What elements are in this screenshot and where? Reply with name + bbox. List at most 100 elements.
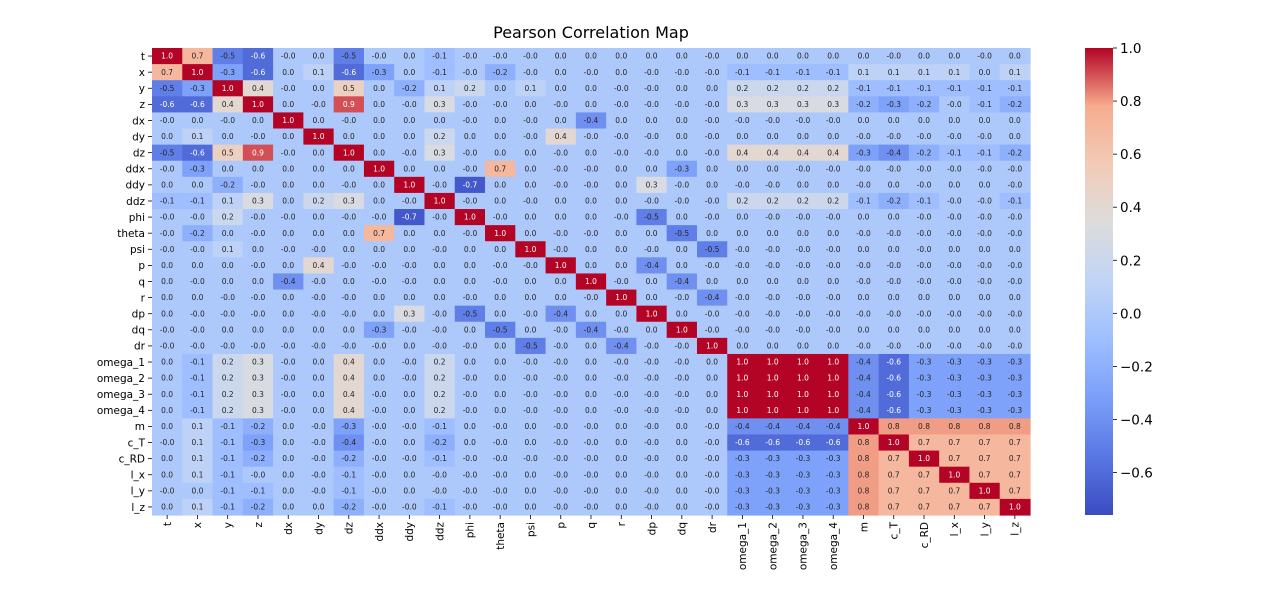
heatmap-cell <box>818 466 849 484</box>
heatmap-cell <box>727 144 759 162</box>
heatmap-cell <box>666 48 698 65</box>
cell-annotation: 1.0 <box>343 148 355 157</box>
heatmap-cell <box>454 80 486 97</box>
heatmap-cell <box>273 353 304 371</box>
heatmap-cell <box>818 257 849 275</box>
heatmap-cell <box>908 128 940 146</box>
chart-title: Pearson Correlation Map <box>493 23 689 42</box>
cell-annotation: -0.6 <box>251 52 266 61</box>
heatmap-cell <box>696 450 728 468</box>
x-tick-label: dx <box>283 522 295 535</box>
cell-annotation: -0.0 <box>251 470 266 479</box>
heatmap-cell <box>363 257 395 275</box>
cell-annotation: 0.0 <box>494 148 506 157</box>
cell-annotation: 0.0 <box>524 277 536 286</box>
heatmap-cell <box>939 418 971 436</box>
heatmap-cell <box>152 305 183 323</box>
y-tick-label: m <box>135 421 145 433</box>
cell-annotation: 0.3 <box>827 100 839 109</box>
heatmap-cell <box>152 144 183 162</box>
cell-annotation: 0.7 <box>1009 454 1021 463</box>
cell-annotation: 0.0 <box>161 422 173 431</box>
heatmap-cell <box>424 386 456 403</box>
cell-annotation: -0.0 <box>1008 229 1023 238</box>
cell-annotation: -0.0 <box>311 486 326 495</box>
cell-annotation: -0.0 <box>675 180 690 189</box>
heatmap-cell <box>242 128 274 146</box>
heatmap-cell <box>908 321 940 339</box>
heatmap-cell <box>575 225 607 242</box>
cell-annotation: -0.0 <box>1008 277 1023 286</box>
heatmap-cell <box>939 370 971 387</box>
cell-annotation: 0.8 <box>979 422 991 431</box>
cell-annotation: -0.0 <box>402 100 417 109</box>
heatmap-cell <box>787 466 819 484</box>
cell-annotation: 1.0 <box>736 390 748 399</box>
heatmap-cell <box>636 273 668 291</box>
cell-annotation: -0.4 <box>735 422 750 431</box>
heatmap-cell <box>787 353 819 371</box>
heatmap-cell <box>242 321 274 339</box>
heatmap-cell <box>333 337 365 355</box>
cell-annotation: -0.0 <box>281 406 296 415</box>
heatmap-cell <box>787 482 819 500</box>
heatmap-cell <box>273 273 304 291</box>
y-tick-label: x <box>139 67 145 79</box>
heatmap-cell <box>545 96 577 114</box>
cell-annotation: 0.4 <box>343 406 355 415</box>
heatmap-cell <box>152 209 183 226</box>
heatmap-cell <box>908 225 940 242</box>
heatmap-cell <box>333 498 365 516</box>
cell-annotation: -0.1 <box>735 68 750 77</box>
heatmap-cell <box>999 96 1031 114</box>
cell-annotation: 0.5 <box>222 148 234 157</box>
cell-annotation: 0.0 <box>161 503 173 512</box>
heatmap-cell <box>757 434 789 452</box>
cell-annotation: -0.2 <box>251 422 266 431</box>
heatmap-cell <box>606 209 638 226</box>
cell-annotation: -0.4 <box>341 438 356 447</box>
cell-annotation: -0.4 <box>765 422 780 431</box>
heatmap-cell <box>818 370 849 387</box>
heatmap-cell <box>848 273 880 291</box>
heatmap-cell <box>575 64 607 81</box>
x-tick-label: dr <box>707 521 719 533</box>
heatmap-cell <box>485 160 516 178</box>
heatmap-cell <box>818 305 849 323</box>
heatmap-cell <box>696 112 728 130</box>
cell-annotation: 0.0 <box>676 84 688 93</box>
heatmap-cell <box>939 498 971 516</box>
heatmap-cell <box>666 64 698 81</box>
cell-annotation: 0.0 <box>646 116 658 125</box>
cell-annotation: 1.0 <box>434 197 446 206</box>
heatmap-cell <box>606 80 638 97</box>
cell-annotation: -0.0 <box>886 132 901 141</box>
cell-annotation: 1.0 <box>797 374 809 383</box>
heatmap-cell <box>939 402 971 419</box>
cell-annotation: -0.1 <box>1008 84 1023 93</box>
heatmap-cell <box>363 482 395 500</box>
cell-annotation: 0.0 <box>282 438 294 447</box>
heatmap-cell <box>424 80 456 97</box>
cell-annotation: 0.0 <box>585 309 597 318</box>
heatmap-cell <box>242 289 274 307</box>
cell-annotation: 0.1 <box>858 68 870 77</box>
cell-annotation: 0.0 <box>282 309 294 318</box>
heatmap-cell <box>636 144 668 162</box>
cell-annotation: -0.3 <box>1008 390 1023 399</box>
y-tick-label: c_RD <box>119 453 145 465</box>
cell-annotation: -0.0 <box>856 309 871 318</box>
heatmap-cell <box>636 209 668 226</box>
heatmap-cell <box>212 64 244 81</box>
cell-annotation: -0.0 <box>553 342 568 351</box>
cell-annotation: -0.0 <box>917 164 932 173</box>
heatmap-cell <box>424 289 456 307</box>
cell-annotation: 0.7 <box>1009 438 1021 447</box>
cell-annotation: -0.0 <box>886 261 901 270</box>
cell-annotation: 0.7 <box>948 486 960 495</box>
cell-annotation: -0.0 <box>190 277 205 286</box>
cell-annotation: 0.0 <box>464 422 476 431</box>
heatmap-cell <box>696 209 728 226</box>
heatmap-cell <box>212 176 244 194</box>
cell-annotation: -0.0 <box>493 277 508 286</box>
